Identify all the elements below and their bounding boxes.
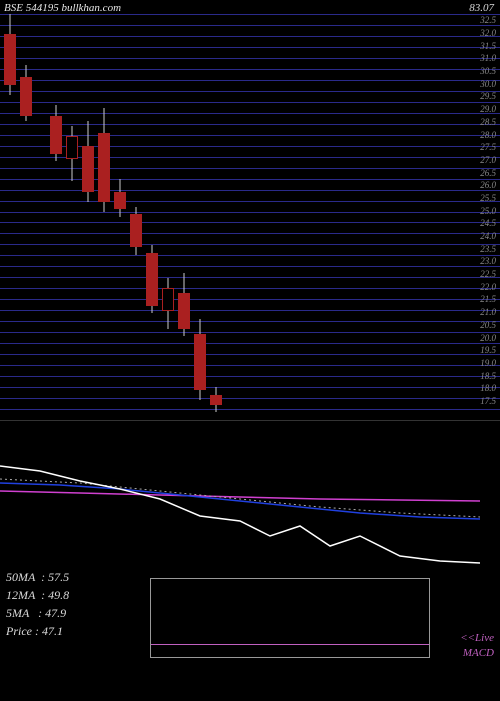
y-axis-label: 21.5: [480, 295, 496, 304]
ma-lines-svg: [0, 421, 500, 701]
y-axis-label: 26.0: [480, 181, 496, 190]
price-y-axis-labels: 32.5 32.0 31.5 31.0 30.5 30.0 29.5 29.0 28.5 28.0…: [456, 14, 496, 420]
y-axis-label: 27.0: [480, 156, 496, 165]
candle-body: [82, 146, 94, 192]
y-axis-label: 27.5: [480, 143, 496, 152]
y-axis-label: 31.5: [480, 42, 496, 51]
candlestick-series: [0, 14, 450, 420]
candle-body: [130, 214, 142, 247]
indicator-line: [0, 479, 480, 517]
y-axis-label: 22.0: [480, 283, 496, 292]
info-row: 12MA : 49.8: [6, 586, 69, 604]
candle: [210, 14, 222, 420]
info-row: Price : 47.1: [6, 622, 69, 640]
candle: [50, 14, 62, 420]
indicator-line: [0, 466, 480, 563]
candle: [98, 14, 110, 420]
y-axis-label: 21.0: [480, 308, 496, 317]
info-box: 50MA : 57.512MA : 49.85MA : 47.9Price : …: [6, 568, 69, 640]
y-axis-label: 29.0: [480, 105, 496, 114]
y-axis-label: 32.0: [480, 29, 496, 38]
candle: [66, 14, 78, 420]
candle-body: [162, 288, 174, 311]
candle: [114, 14, 126, 420]
y-axis-label: 26.5: [480, 169, 496, 178]
candle: [20, 14, 32, 420]
candle: [82, 14, 94, 420]
y-axis-label: 17.5: [480, 397, 496, 406]
y-axis-label: 30.0: [480, 80, 496, 89]
candle: [178, 14, 190, 420]
price-chart-panel: BSE 544195 bullkhan.com 83.07 32.5 32.0 31…: [0, 0, 500, 420]
macd-label: <<Live MACD: [460, 631, 494, 660]
info-row: 5MA : 47.9: [6, 604, 69, 622]
y-axis-label: 25.0: [480, 207, 496, 216]
info-row: 50MA : 57.5: [6, 568, 69, 586]
candle-body: [66, 136, 78, 159]
macd-label-line1: <<Live: [460, 631, 494, 645]
candle-body: [20, 77, 32, 115]
y-axis-label: 29.5: [480, 92, 496, 101]
candle: [194, 14, 206, 420]
candle-body: [4, 34, 16, 85]
y-axis-label: 25.5: [480, 194, 496, 203]
y-axis-label: 22.5: [480, 270, 496, 279]
candle-body: [146, 253, 158, 306]
candle: [130, 14, 142, 420]
candle-body: [114, 192, 126, 210]
y-axis-label: 19.5: [480, 346, 496, 355]
y-axis-label: 23.0: [480, 257, 496, 266]
y-axis-label: 18.0: [480, 384, 496, 393]
y-axis-label: 19.0: [480, 359, 496, 368]
y-axis-label: 30.5: [480, 67, 496, 76]
y-axis-label: 20.5: [480, 321, 496, 330]
indicator-panel: 50MA : 57.512MA : 49.85MA : 47.9Price : …: [0, 420, 500, 700]
y-axis-label: 20.0: [480, 334, 496, 343]
candle: [146, 14, 158, 420]
candle-body: [50, 116, 62, 154]
y-axis-label: 31.0: [480, 54, 496, 63]
candle-body: [178, 293, 190, 329]
candle-body: [210, 395, 222, 405]
candle: [162, 14, 174, 420]
y-axis-label: 23.5: [480, 245, 496, 254]
indicator-line: [0, 483, 480, 519]
macd-midline: [151, 644, 429, 645]
y-axis-label: 24.0: [480, 232, 496, 241]
candle-body: [194, 334, 206, 390]
top-right-value: 83.07: [469, 2, 494, 14]
chart-title: BSE 544195 bullkhan.com: [4, 2, 121, 14]
y-axis-label: 18.5: [480, 372, 496, 381]
candle: [4, 14, 16, 420]
macd-box: [150, 578, 430, 658]
candle-body: [98, 133, 110, 202]
y-axis-label: 32.5: [480, 16, 496, 25]
macd-label-line2: MACD: [460, 646, 494, 660]
y-axis-label: 24.5: [480, 219, 496, 228]
y-axis-label: 28.5: [480, 118, 496, 127]
y-axis-label: 28.0: [480, 131, 496, 140]
